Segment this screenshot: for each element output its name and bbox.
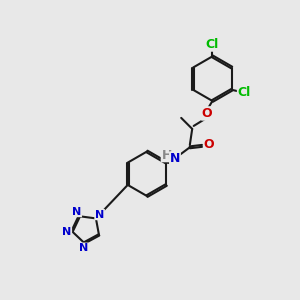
Text: N: N xyxy=(170,152,180,165)
Text: H: H xyxy=(161,148,172,162)
Text: Cl: Cl xyxy=(238,86,251,99)
Text: N: N xyxy=(62,227,71,237)
Text: N: N xyxy=(72,206,81,217)
Text: O: O xyxy=(203,138,214,151)
Text: N: N xyxy=(79,243,88,253)
Text: O: O xyxy=(202,107,212,120)
Text: N: N xyxy=(95,209,104,220)
Text: Cl: Cl xyxy=(206,38,219,51)
